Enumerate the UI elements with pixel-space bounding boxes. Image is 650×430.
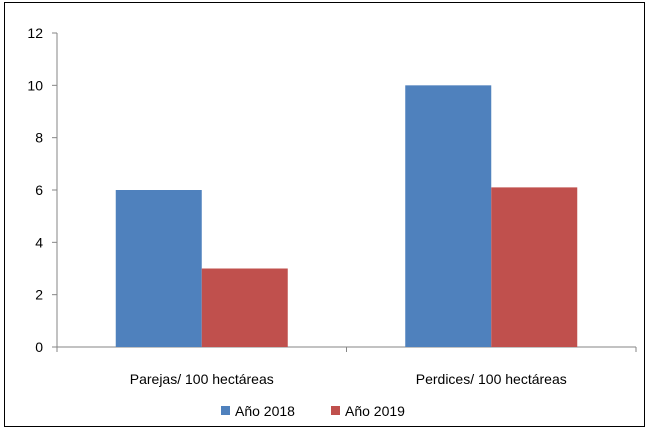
bar-1-2: [405, 85, 492, 347]
y-tick-label: 12: [27, 25, 43, 41]
bars: [115, 85, 578, 347]
bar-2-2: [491, 187, 578, 347]
y-tick-label: 0: [35, 339, 43, 355]
y-tick-label: 10: [27, 77, 43, 93]
legend-swatch: [331, 406, 340, 415]
legend-label: Año 2018: [235, 403, 295, 419]
y-tick-label: 6: [35, 182, 43, 198]
y-tick-label: 8: [35, 130, 43, 146]
bar-1-1: [115, 190, 202, 347]
y-axis: 0 2 4 6 8 10 12: [27, 25, 58, 355]
y-tick-label: 4: [35, 234, 43, 250]
legend-swatch: [221, 406, 230, 415]
bar-2-1: [201, 268, 288, 347]
legend-label: Año 2019: [345, 403, 405, 419]
x-category-label: Parejas/ 100 hectáreas: [130, 371, 274, 387]
x-category-label: Perdices/ 100 hectáreas: [416, 371, 567, 387]
x-axis: Parejas/ 100 hectáreas Perdices/ 100 hect…: [56, 346, 637, 387]
y-tick-label: 2: [35, 287, 43, 303]
legend: Año 2018 Año 2019: [221, 403, 405, 419]
